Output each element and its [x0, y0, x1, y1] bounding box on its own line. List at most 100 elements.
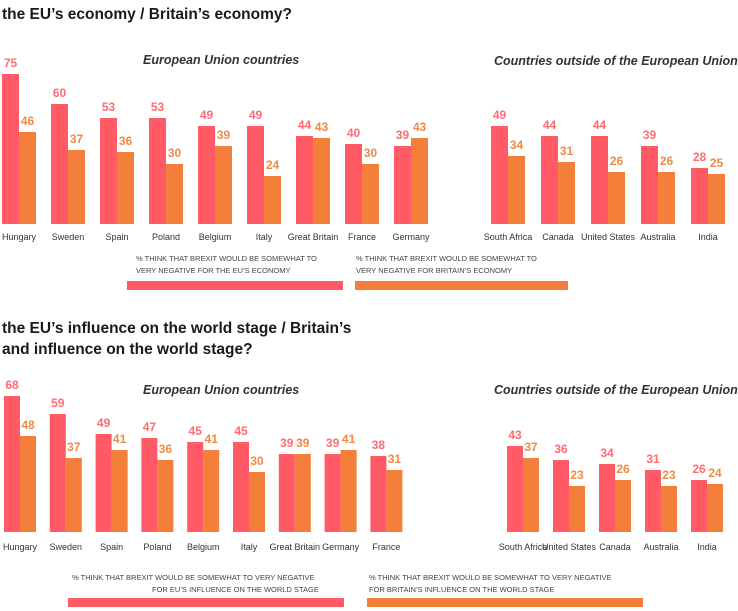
value-label-eu-great-britain: 44 — [298, 118, 312, 132]
bar-eu-belgium-influence — [187, 442, 204, 532]
value-label-britain-canada: 31 — [560, 144, 574, 158]
bar-eu-italy-influence — [233, 442, 249, 532]
bar-britain-hungary-influence — [20, 436, 36, 532]
bar-eu-france-economy — [345, 144, 362, 224]
value-label-eu-poland: 47 — [143, 420, 157, 434]
value-label-eu-south-africa: 43 — [508, 428, 522, 442]
category-label-france: France — [372, 542, 400, 552]
value-label-britain-italy: 30 — [250, 454, 264, 468]
category-label-belgium: Belgium — [187, 542, 220, 552]
value-label-britain-spain: 36 — [119, 134, 133, 148]
category-label-australia: Australia — [640, 232, 675, 242]
value-label-britain-poland: 30 — [168, 146, 182, 160]
value-label-britain-australia: 26 — [660, 154, 674, 168]
bar-eu-canada-influence — [599, 464, 615, 532]
legend-swatch-britain-influence — [367, 598, 643, 607]
bar-eu-poland-influence — [141, 438, 158, 532]
bar-britain-poland-economy — [166, 164, 183, 224]
bar-eu-hungary-economy — [2, 74, 19, 224]
bar-britain-france-influence — [386, 470, 403, 532]
bar-eu-australia-economy — [641, 146, 658, 224]
category-label-united-states: United States — [542, 542, 597, 552]
bar-britain-italy-influence — [249, 472, 265, 532]
bar-britain-india-influence — [707, 484, 723, 532]
bar-britain-united-states-economy — [608, 172, 625, 224]
bar-britain-france-economy — [362, 164, 379, 224]
category-label-poland: Poland — [152, 232, 180, 242]
value-label-eu-france: 38 — [372, 438, 386, 452]
bar-eu-poland-economy — [149, 118, 166, 224]
bar-britain-great-britain-influence — [294, 454, 311, 532]
category-label-india: India — [698, 232, 718, 242]
legend-britain-influence-line1: % THINK THAT BREXIT WOULD BE SOMEWHAT TO… — [369, 573, 612, 582]
value-label-britain-united-states: 23 — [570, 468, 584, 482]
category-label-poland: Poland — [143, 542, 171, 552]
bar-eu-sweden-economy — [51, 104, 68, 224]
value-label-eu-hungary: 75 — [4, 56, 18, 70]
value-label-eu-canada: 34 — [600, 446, 614, 460]
value-label-britain-south-africa: 34 — [510, 138, 524, 152]
value-label-eu-australia: 31 — [646, 452, 660, 466]
bar-eu-spain-economy — [100, 118, 117, 224]
bar-eu-germany-influence — [324, 454, 341, 532]
legend-britain-economy-line2: VERY NEGATIVE FOR BRITAIN’S ECONOMY — [356, 266, 512, 275]
bar-britain-canada-influence — [615, 480, 631, 532]
bar-eu-great-britain-influence — [278, 454, 295, 532]
value-label-britain-poland: 36 — [159, 442, 173, 456]
bar-britain-germany-economy — [411, 138, 428, 224]
economy-question-title: the EU’s economy / Britain’s economy? — [2, 6, 292, 23]
value-label-eu-india: 28 — [693, 150, 707, 164]
legend-eu-economy-line2: VERY NEGATIVE FOR THE EU’S ECONOMY — [136, 266, 290, 275]
legend-swatch-britain-economy — [355, 281, 568, 290]
bar-marks: 75 46 Hungary 60 37 Sweden 53 36 Spain 53 30 Poland… — [2, 56, 725, 552]
bar-eu-india-economy — [691, 168, 708, 224]
bar-eu-belgium-economy — [198, 126, 215, 224]
value-label-eu-france: 40 — [347, 126, 361, 140]
value-label-britain-india: 25 — [710, 156, 724, 170]
value-label-britain-france: 31 — [388, 452, 402, 466]
category-label-great-britain: Great Britain — [270, 542, 321, 552]
bar-eu-germany-economy — [394, 146, 411, 224]
value-label-britain-united-states: 26 — [610, 154, 624, 168]
category-label-canada: Canada — [599, 542, 631, 552]
category-label-united-states: United States — [581, 232, 636, 242]
value-label-britain-canada: 26 — [616, 462, 630, 476]
category-label-sweden: Sweden — [50, 542, 83, 552]
value-label-britain-italy: 24 — [266, 158, 280, 172]
bar-britain-hungary-economy — [19, 132, 36, 224]
bar-britain-spain-economy — [117, 152, 134, 224]
legend-eu-influence-line2: FOR EU’S INFLUENCE ON THE WORLD STAGE — [152, 585, 319, 594]
non-eu-countries-heading-influence: Countries outside of the European Union — [494, 383, 738, 397]
eu-countries-heading-influence: European Union countries — [143, 383, 299, 397]
category-label-great-britain: Great Britain — [288, 232, 339, 242]
bar-eu-france-influence — [370, 456, 387, 532]
value-label-britain-germany: 43 — [413, 120, 427, 134]
bar-eu-south-africa-economy — [491, 126, 508, 224]
value-label-britain-south-africa: 37 — [524, 440, 538, 454]
value-label-britain-belgium: 39 — [217, 128, 231, 142]
value-label-eu-germany: 39 — [326, 436, 340, 450]
bar-britain-south-africa-influence — [523, 458, 539, 532]
value-label-britain-australia: 23 — [662, 468, 676, 482]
bar-britain-spain-influence — [111, 450, 128, 532]
value-label-eu-united-states: 44 — [593, 118, 607, 132]
bar-eu-great-britain-economy — [296, 136, 313, 224]
category-label-india: India — [697, 542, 717, 552]
category-label-italy: Italy — [241, 542, 258, 552]
legend-swatch-eu-influence — [68, 598, 344, 607]
category-label-hungary: Hungary — [3, 542, 38, 552]
category-label-france: France — [348, 232, 376, 242]
bar-britain-united-states-influence — [569, 486, 585, 532]
value-label-eu-india: 26 — [692, 462, 706, 476]
bar-britain-south-africa-economy — [508, 156, 525, 224]
non-eu-countries-heading-economy: Countries outside of the European Union — [494, 54, 738, 68]
bar-britain-germany-influence — [340, 450, 357, 532]
value-label-eu-germany: 39 — [396, 128, 410, 142]
category-label-spain: Spain — [100, 542, 123, 552]
value-label-britain-hungary: 48 — [21, 418, 35, 432]
bar-eu-united-states-influence — [553, 460, 569, 532]
value-label-eu-italy: 45 — [234, 424, 248, 438]
bar-britain-canada-economy — [558, 162, 575, 224]
legend-britain-economy-line1: % THINK THAT BREXIT WOULD BE SOMEWHAT TO — [356, 254, 537, 263]
value-label-eu-belgium: 45 — [189, 424, 203, 438]
